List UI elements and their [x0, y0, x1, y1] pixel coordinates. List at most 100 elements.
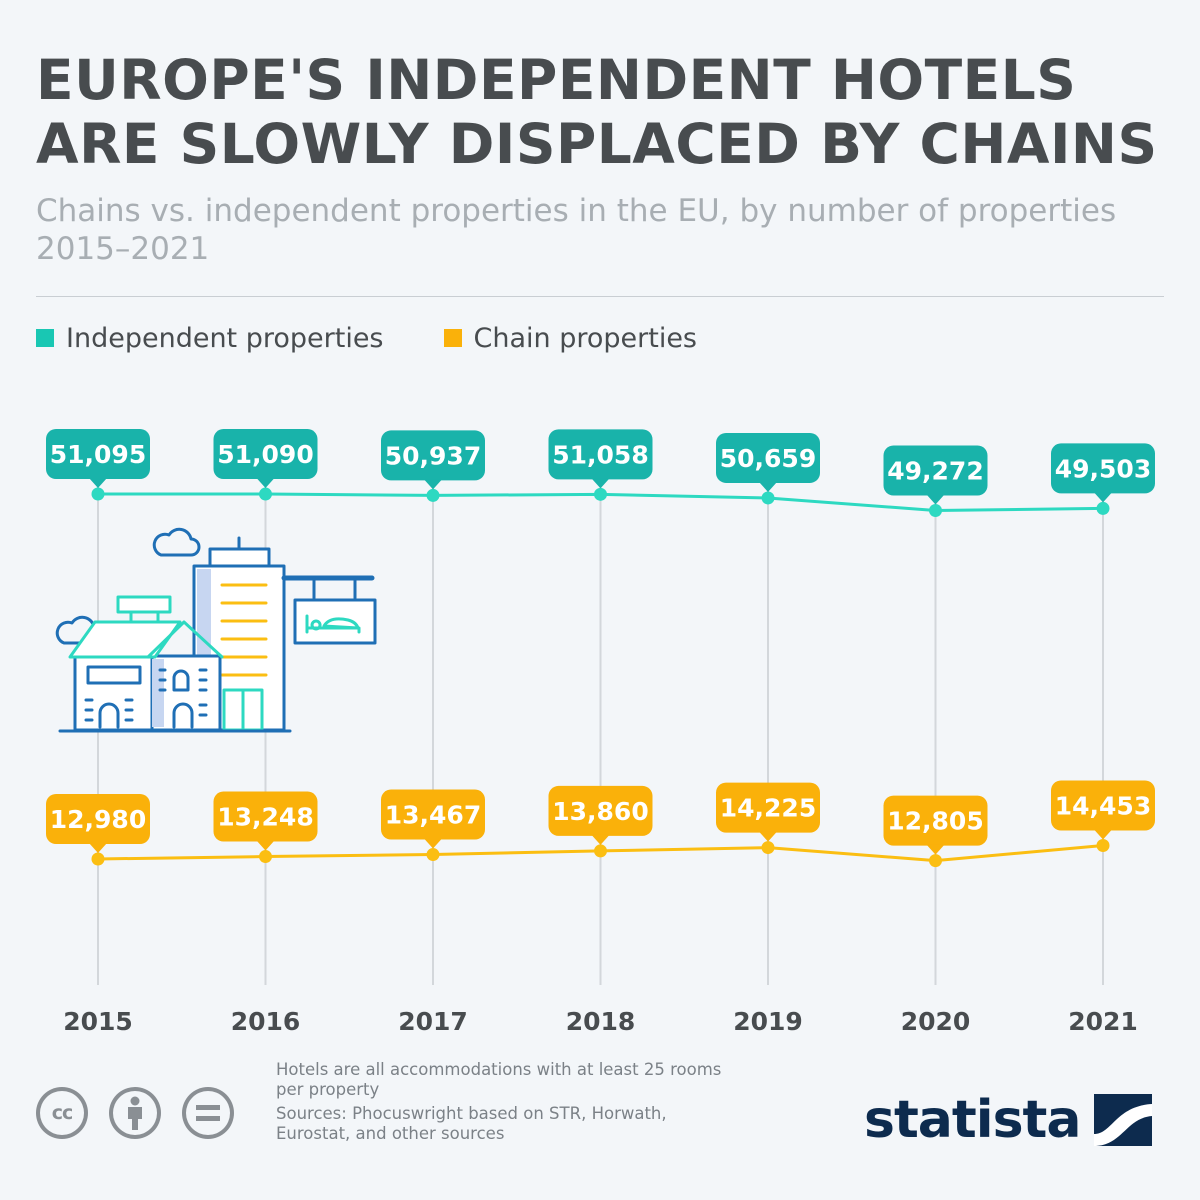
data-label-badge	[548, 429, 653, 480]
data-label-independent: 50,937	[381, 430, 485, 490]
data-point-independent[interactable]	[929, 504, 942, 517]
x-tick-label: 2021	[1068, 1007, 1138, 1036]
data-label-pointer	[1094, 492, 1112, 503]
data-label-badge	[716, 782, 820, 833]
cc-label: cc	[51, 1102, 74, 1124]
data-point-independent[interactable]	[426, 488, 440, 502]
data-label-pointer	[759, 481, 777, 492]
x-axis: 2015 2016 2017 2018 2019 2020 2021	[63, 1007, 1138, 1036]
data-label-pointer	[1094, 829, 1112, 840]
data-label-text: 50,659	[720, 444, 816, 473]
legend-label-chain: Chain properties	[473, 322, 698, 354]
data-label-badge	[1051, 443, 1155, 494]
attribution-person-icon[interactable]	[109, 1087, 161, 1139]
data-label-chain: 13,860	[548, 785, 653, 845]
legend-swatch-chain	[443, 329, 462, 347]
data-label-independent: 49,272	[883, 445, 988, 505]
bed-icon	[305, 614, 361, 634]
data-label-chain: 14,453	[1051, 780, 1155, 840]
chart-title: EUROPE'S INDEPENDENT HOTELS ARE SLOWLY D…	[36, 48, 1158, 176]
data-point-independent[interactable]	[259, 487, 272, 501]
data-label-badge	[213, 791, 318, 842]
data-label-text: 49,272	[887, 457, 983, 486]
legend-item-chain: Chain properties	[443, 322, 698, 354]
data-label-pointer	[926, 844, 945, 855]
data-label-text: 49,503	[1055, 454, 1151, 483]
data-label-pointer	[89, 843, 107, 853]
hotel-buildings-illustration	[55, 527, 377, 733]
data-label-badge	[1051, 780, 1155, 831]
data-label-chain: 13,467	[381, 789, 485, 849]
data-label-independent: 50,659	[716, 432, 820, 492]
data-label-pointer	[926, 494, 945, 505]
data-label-badge	[46, 794, 150, 844]
header-divider	[36, 296, 1164, 297]
footnote: Hotels are all accommodations with at le…	[276, 1060, 746, 1148]
data-point-independent[interactable]	[91, 487, 105, 501]
data-label-badge	[381, 430, 485, 481]
data-label-pointer	[591, 834, 610, 845]
x-tick-label: 2017	[398, 1007, 468, 1036]
legend-label-independent: Independent properties	[66, 322, 384, 354]
data-point-chain[interactable]	[259, 850, 272, 864]
x-tick-label: 2016	[231, 1007, 301, 1036]
data-label-pointer	[591, 478, 610, 489]
data-label-text: 50,937	[385, 441, 481, 470]
data-point-chain[interactable]	[91, 852, 105, 866]
data-label-chain: 12,805	[883, 795, 988, 855]
data-point-chain[interactable]	[594, 844, 607, 858]
series-lines	[91, 487, 1110, 868]
data-label-pointer	[424, 479, 442, 490]
data-label-text: 51,095	[50, 440, 146, 469]
data-label-pointer	[256, 478, 275, 489]
data-label-text: 51,058	[552, 440, 648, 469]
data-label-badge	[883, 445, 988, 496]
data-label-pointer	[256, 840, 275, 851]
data-label-chain: 13,248	[213, 791, 318, 851]
brand-name: statista	[864, 1090, 1081, 1150]
data-point-chain[interactable]	[426, 848, 440, 862]
x-tick-label: 2019	[733, 1007, 803, 1036]
data-point-independent[interactable]	[594, 487, 607, 501]
data-label-pointer	[424, 838, 442, 849]
cloud-icon	[152, 527, 201, 557]
data-point-chain[interactable]	[761, 841, 775, 855]
data-label-pointer	[89, 478, 107, 488]
data-labels: 51,095 51,090 50,937 51,058 50,659 49,272 49,5…	[46, 429, 1155, 855]
data-point-chain[interactable]	[929, 854, 942, 868]
x-tick-label: 2018	[566, 1007, 636, 1036]
data-label-text: 14,225	[720, 794, 816, 823]
data-label-independent: 51,090	[213, 429, 318, 489]
data-label-text: 14,453	[1055, 792, 1151, 821]
data-label-text: 51,090	[217, 440, 313, 469]
data-point-independent[interactable]	[761, 491, 775, 505]
statista-mark-icon	[1094, 1094, 1153, 1146]
data-label-badge	[381, 789, 485, 840]
creative-commons-icon[interactable]: cc	[36, 1087, 88, 1139]
no-derivatives-equals-icon[interactable]	[182, 1087, 234, 1139]
legend-swatch-independent	[36, 329, 54, 347]
data-label-text: 12,805	[887, 807, 983, 836]
data-label-text: 13,860	[552, 797, 648, 826]
data-point-independent[interactable]	[1096, 501, 1110, 515]
data-label-independent: 51,095	[46, 429, 150, 488]
x-tick-label: 2015	[63, 1007, 133, 1036]
data-label-badge	[883, 795, 988, 846]
data-label-badge	[716, 432, 820, 483]
footnote-definition: Hotels are all accommodations with at le…	[276, 1060, 722, 1099]
data-label-text: 12,980	[50, 805, 146, 834]
data-label-chain: 14,225	[716, 782, 820, 842]
data-label-text: 13,248	[217, 803, 313, 832]
data-label-independent: 49,503	[1051, 443, 1155, 503]
data-label-badge	[548, 785, 653, 836]
data-label-pointer	[759, 831, 777, 842]
equals-icon	[196, 1105, 220, 1121]
chart-legend: Independent properties Chain properties	[36, 318, 757, 358]
data-label-badge	[213, 429, 318, 480]
data-point-chain[interactable]	[1096, 839, 1110, 852]
data-label-independent: 51,058	[548, 429, 653, 489]
chart-subtitle: Chains vs. independent properties in the…	[36, 193, 1117, 267]
x-tick-label: 2020	[901, 1007, 971, 1036]
statista-logo[interactable]: statista	[864, 1088, 1153, 1152]
